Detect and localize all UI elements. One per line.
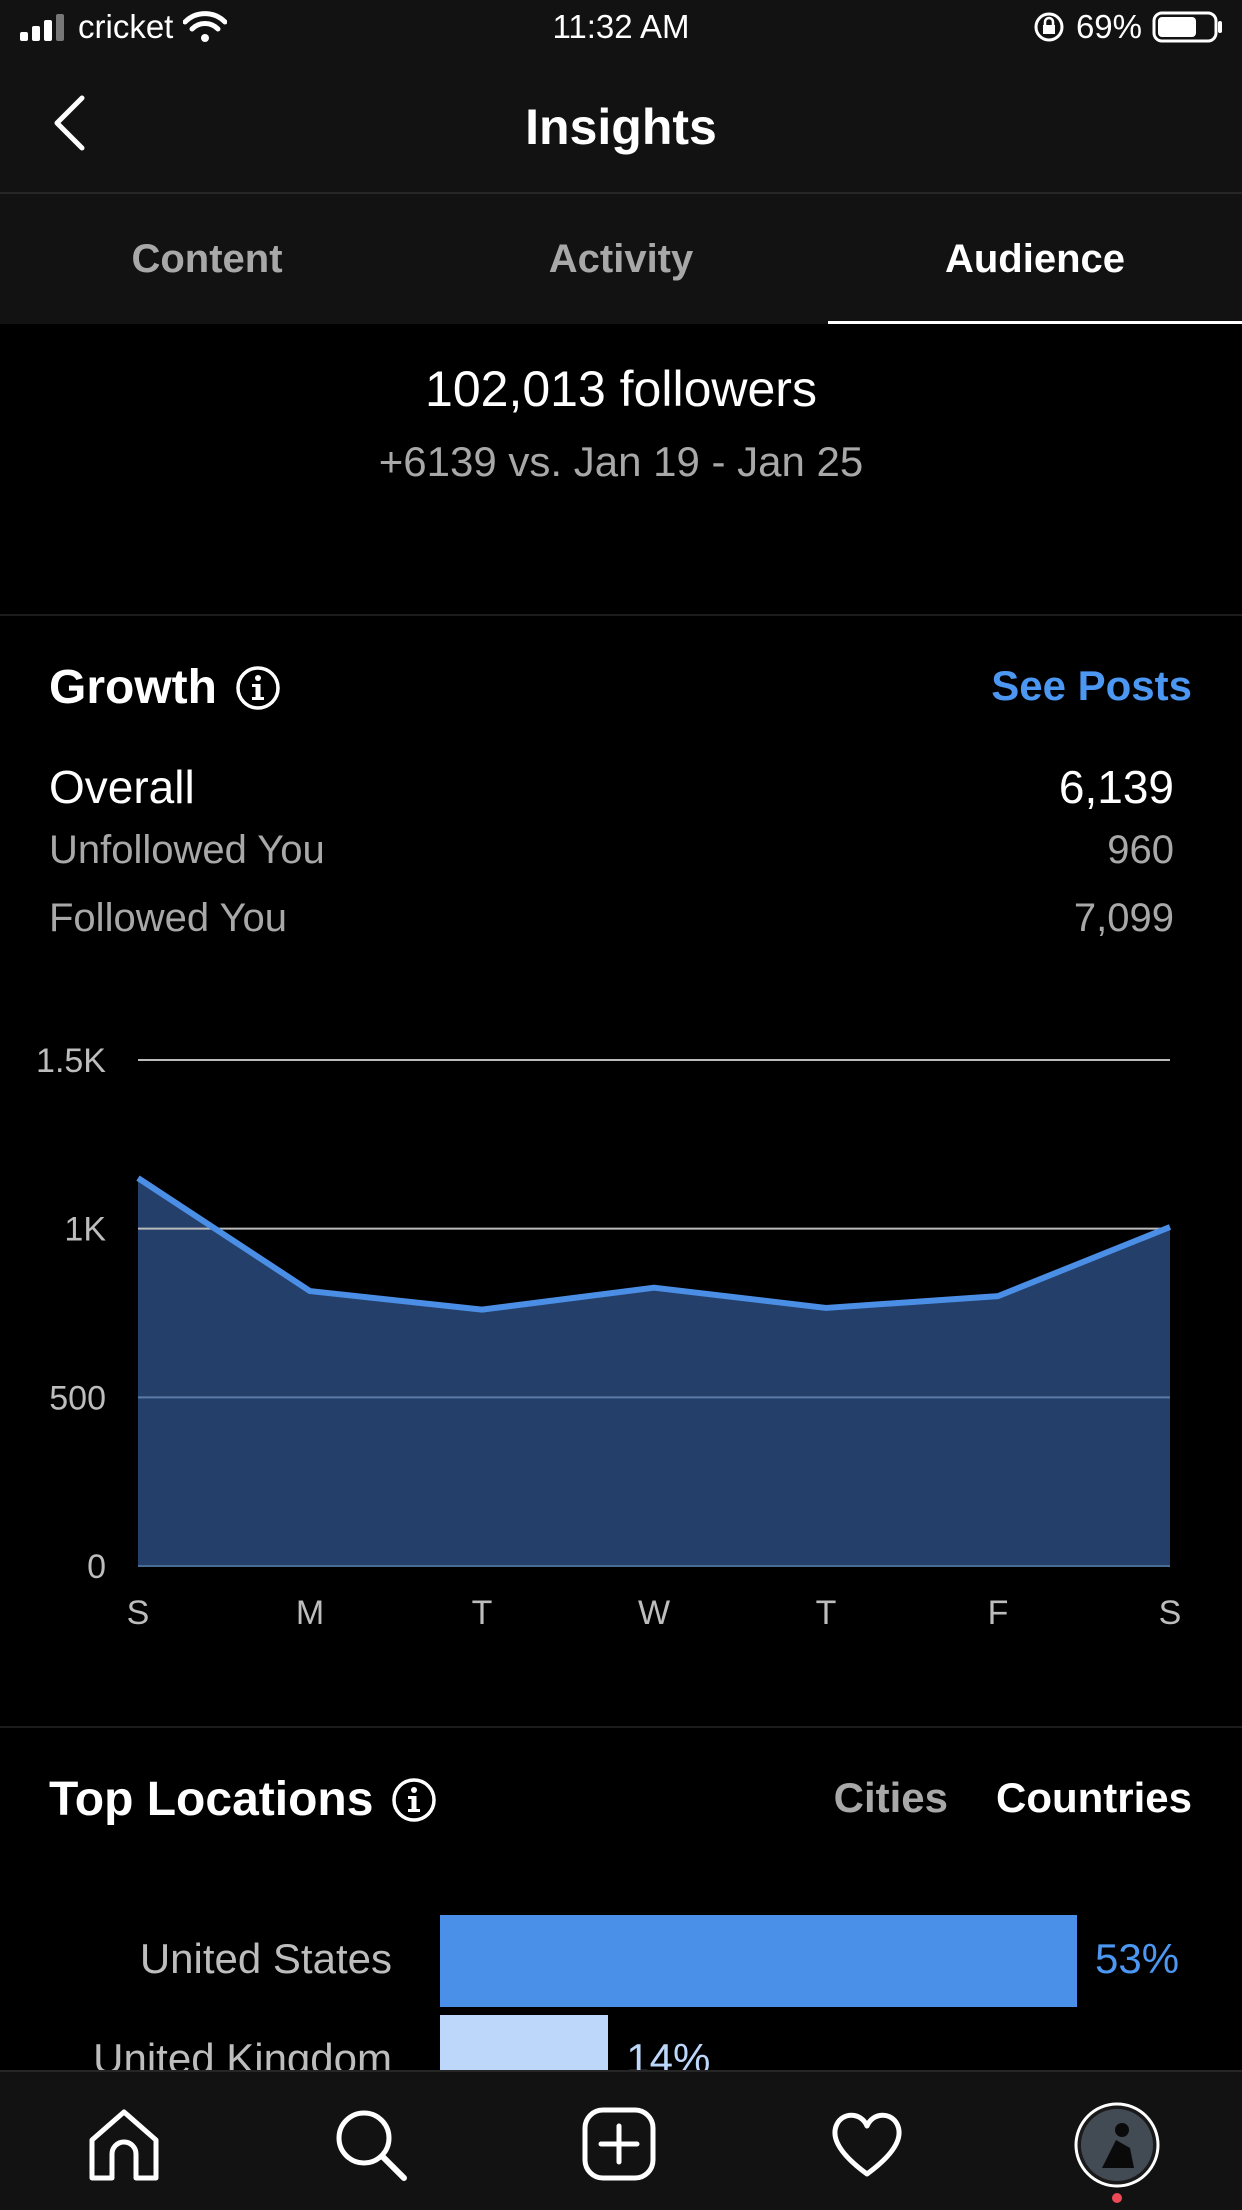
signal-icon	[20, 14, 64, 41]
growth-chart: 0 500 1K 1.5K S M T W T F S	[36, 1042, 1182, 1632]
tab-content[interactable]: Content	[131, 237, 283, 281]
tab-audience[interactable]: Audience	[828, 194, 1242, 324]
page-title: Insights	[525, 99, 717, 155]
location-row: United States 53%	[0, 1915, 1242, 2007]
tab-cities[interactable]: Cities	[833, 1774, 948, 1821]
y-tick-label: 1K	[64, 1211, 106, 1249]
overall-label: Overall	[49, 761, 195, 813]
y-tick-label: 0	[87, 1548, 106, 1586]
followed-value: 7,099	[1073, 896, 1174, 940]
unfollowed-value: 960	[1107, 828, 1174, 872]
tab-activity[interactable]: Activity	[548, 237, 694, 281]
followers-count: 102,013 followers	[425, 361, 817, 417]
header: Insights	[0, 58, 1242, 194]
x-tick-label: W	[638, 1594, 670, 1632]
x-tick-label: T	[472, 1594, 493, 1632]
location-percent: 53%	[1095, 1935, 1180, 1982]
x-tick-label: M	[296, 1594, 324, 1632]
locations-title: Top Locations	[49, 1773, 374, 1826]
growth-header: Growth	[49, 660, 281, 715]
followed-label: Followed You	[49, 896, 287, 940]
clock: 11:32 AM	[552, 8, 690, 45]
x-tick-label: F	[988, 1594, 1009, 1632]
battery-percent: 69%	[1075, 8, 1142, 45]
info-icon[interactable]	[391, 1777, 437, 1823]
info-icon[interactable]	[235, 665, 281, 711]
chevron-left-icon[interactable]	[42, 88, 102, 158]
location-tabs: Cities Countries	[834, 1774, 1192, 1822]
see-posts-link[interactable]: See Posts	[991, 662, 1192, 709]
bottom-nav	[0, 2070, 1242, 2210]
growth-area	[138, 1178, 1170, 1566]
growth-title: Growth	[49, 661, 217, 714]
overall-value: 6,139	[1058, 761, 1174, 813]
location-percent: 14%	[626, 2035, 711, 2070]
new-post-icon[interactable]	[579, 2104, 659, 2184]
location-row: United Kingdom 14%	[0, 2015, 1242, 2070]
wifi-icon	[183, 11, 228, 42]
x-tick-label: S	[1159, 1594, 1182, 1632]
status-bar: cricket 11:32 AM 69%	[0, 0, 1242, 58]
x-tick-label: S	[127, 1594, 150, 1632]
home-icon[interactable]	[84, 2104, 164, 2184]
y-tick-label: 1.5K	[36, 1042, 106, 1080]
avatar[interactable]	[1072, 2100, 1162, 2204]
growth-section: Growth See Posts Overall 6,139 Unfollowe…	[0, 616, 1242, 1728]
followed-row: Followed You 7,099	[49, 896, 1174, 941]
y-tick-label: 500	[49, 1379, 106, 1417]
battery-icon	[1152, 11, 1222, 43]
unfollowed-row: Unfollowed You 960	[49, 828, 1174, 873]
location-name: United States	[139, 1935, 392, 1982]
followers-compare: +6139 vs. Jan 19 - Jan 25	[378, 438, 864, 485]
x-tick-label: T	[816, 1594, 837, 1632]
growth-line	[136, 1175, 1172, 1313]
insights-tabs: Content Activity Audience	[0, 194, 1242, 324]
followers-summary: 102,013 followers +6139 vs. Jan 19 - Jan…	[0, 324, 1242, 616]
unfollowed-label: Unfollowed You	[49, 828, 325, 872]
search-icon[interactable]	[330, 2104, 410, 2184]
location-name: United Kingdom	[93, 2035, 392, 2070]
location-bar	[440, 2015, 609, 2070]
tab-countries[interactable]: Countries	[995, 1774, 1192, 1821]
carrier-label: cricket	[78, 8, 174, 45]
heart-icon[interactable]	[827, 2104, 907, 2184]
location-bar	[440, 1915, 1077, 2007]
overall-row: Overall 6,139	[49, 760, 1174, 814]
locations-header: Top Locations	[49, 1772, 437, 1827]
orientation-lock-icon	[1034, 12, 1064, 42]
top-locations-section: Top Locations Cities Countries United St…	[0, 1728, 1242, 2070]
